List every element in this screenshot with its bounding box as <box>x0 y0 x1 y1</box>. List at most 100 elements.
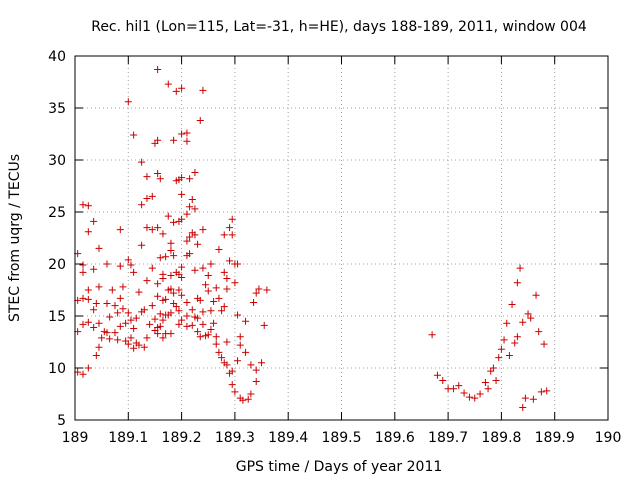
data-point-marker <box>170 218 178 226</box>
data-point-marker <box>103 329 111 337</box>
data-point-marker <box>132 314 140 322</box>
data-point-marker <box>103 260 111 268</box>
data-point-marker <box>428 331 436 339</box>
data-point-marker <box>178 190 186 198</box>
data-point-marker <box>116 262 124 270</box>
data-point-marker <box>258 359 266 367</box>
data-point-marker <box>439 376 447 384</box>
data-point-marker <box>154 170 162 178</box>
data-point-marker <box>116 294 124 302</box>
data-point-marker <box>210 297 218 305</box>
data-point-marker <box>138 158 146 166</box>
y-tick-label: 15 <box>48 309 66 325</box>
data-point-marker <box>84 318 92 326</box>
data-point-marker <box>199 264 207 272</box>
data-point-marker <box>226 224 234 232</box>
data-point-marker <box>175 320 183 328</box>
data-point-marker <box>130 344 138 352</box>
plot-frame <box>74 55 609 421</box>
data-point-marker <box>231 388 239 396</box>
data-point-marker <box>186 203 194 211</box>
data-point-marker <box>199 226 207 234</box>
data-point-marker <box>242 348 250 356</box>
data-point-marker <box>178 291 186 299</box>
data-point-marker <box>188 306 196 314</box>
data-point-marker <box>154 224 162 232</box>
x-tick-label: 189.5 <box>321 430 361 446</box>
data-point-marker <box>159 316 167 324</box>
data-point-marker <box>183 312 191 320</box>
data-point-marker <box>236 333 244 341</box>
data-point-marker <box>244 395 252 403</box>
data-point-marker <box>143 194 151 202</box>
data-point-marker <box>540 340 548 348</box>
data-point-marker <box>183 322 191 330</box>
data-point-marker <box>212 284 220 292</box>
chart-title: Rec. hil1 (Lon=115, Lat=-31, h=HE), days… <box>91 19 587 35</box>
data-point-marker <box>220 231 228 239</box>
data-point-marker <box>495 354 503 362</box>
data-point-marker <box>167 246 175 254</box>
data-point-marker <box>167 239 175 247</box>
data-point-marker <box>212 340 220 348</box>
data-point-marker <box>234 311 242 319</box>
data-point-marker <box>511 339 519 347</box>
data-point-marker <box>175 307 183 315</box>
data-point-marker <box>497 345 505 353</box>
data-point-marker <box>159 334 167 342</box>
data-point-marker <box>199 308 207 316</box>
data-point-marker <box>154 330 162 338</box>
data-point-marker <box>489 364 497 372</box>
data-point-marker <box>124 256 132 264</box>
data-point-marker <box>127 334 135 342</box>
data-point-marker <box>471 394 479 402</box>
data-point-marker <box>138 201 146 209</box>
x-tick-label: 189.8 <box>481 430 521 446</box>
data-point-marker <box>252 289 260 297</box>
data-point-marker <box>207 326 215 334</box>
data-point-marker <box>196 333 204 341</box>
data-point-marker <box>156 175 164 183</box>
data-point-marker <box>433 371 441 379</box>
data-point-marker <box>154 136 162 144</box>
data-point-marker <box>172 87 180 95</box>
data-point-marker <box>519 404 527 412</box>
data-point-marker <box>223 361 231 369</box>
data-point-marker <box>95 343 103 351</box>
data-point-marker <box>111 329 119 337</box>
data-point-marker <box>79 294 87 302</box>
data-point-marker <box>250 298 258 306</box>
data-point-marker <box>164 212 172 220</box>
y-axis-label: STEC from uqrg / TECUs <box>7 154 23 322</box>
data-point-marker <box>505 352 513 360</box>
data-point-marker <box>167 285 175 293</box>
data-point-marker <box>90 323 98 331</box>
data-point-marker <box>481 379 489 387</box>
data-point-marker <box>503 319 511 327</box>
data-point-marker <box>183 298 191 306</box>
data-point-marker <box>90 306 98 314</box>
data-point-marker <box>228 215 236 223</box>
data-point-marker <box>116 226 124 234</box>
data-point-marker <box>148 302 156 310</box>
data-point-marker <box>207 260 215 268</box>
y-tick-label: 35 <box>48 101 66 117</box>
data-point-marker <box>95 244 103 252</box>
data-point-marker <box>106 313 114 321</box>
data-point-marker <box>148 264 156 272</box>
data-point-marker <box>79 268 87 276</box>
data-point-marker <box>513 279 521 287</box>
data-point-marker <box>95 283 103 291</box>
data-point-marker <box>215 348 223 356</box>
data-point-marker <box>178 274 186 282</box>
data-point-marker <box>524 310 532 318</box>
data-point-marker <box>263 286 271 294</box>
data-point-marker <box>143 277 151 285</box>
x-axis-label: GPS time / Days of year 2011 <box>236 459 443 475</box>
data-point-marker <box>146 320 154 328</box>
data-point-marker <box>455 382 463 390</box>
data-point-marker <box>228 367 236 375</box>
data-point-marker <box>476 390 484 398</box>
data-point-marker <box>170 252 178 260</box>
x-tick-label: 189.2 <box>162 430 202 446</box>
